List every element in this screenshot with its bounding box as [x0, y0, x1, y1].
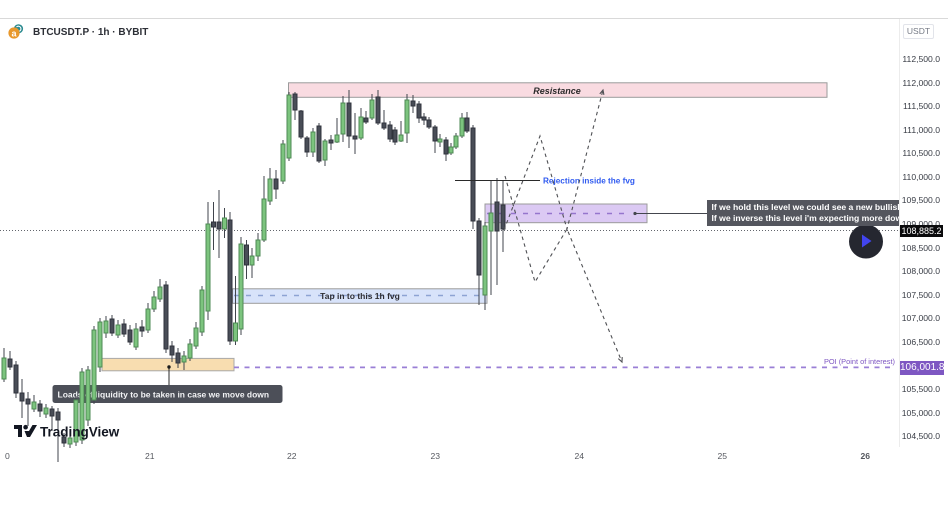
- svg-text:Loads of liquidity to be taken: Loads of liquidity to be taken in case w…: [58, 390, 270, 400]
- svg-text:POI (Point of interest): POI (Point of interest): [824, 357, 895, 366]
- svg-text:a: a: [11, 28, 17, 38]
- svg-text:TradingView: TradingView: [40, 425, 120, 440]
- svg-text:Rejection inside the fvg: Rejection inside the fvg: [543, 177, 635, 186]
- svg-text:Tap in to this 1h fvg: Tap in to this 1h fvg: [320, 291, 400, 301]
- svg-text:Resistance: Resistance: [533, 86, 581, 96]
